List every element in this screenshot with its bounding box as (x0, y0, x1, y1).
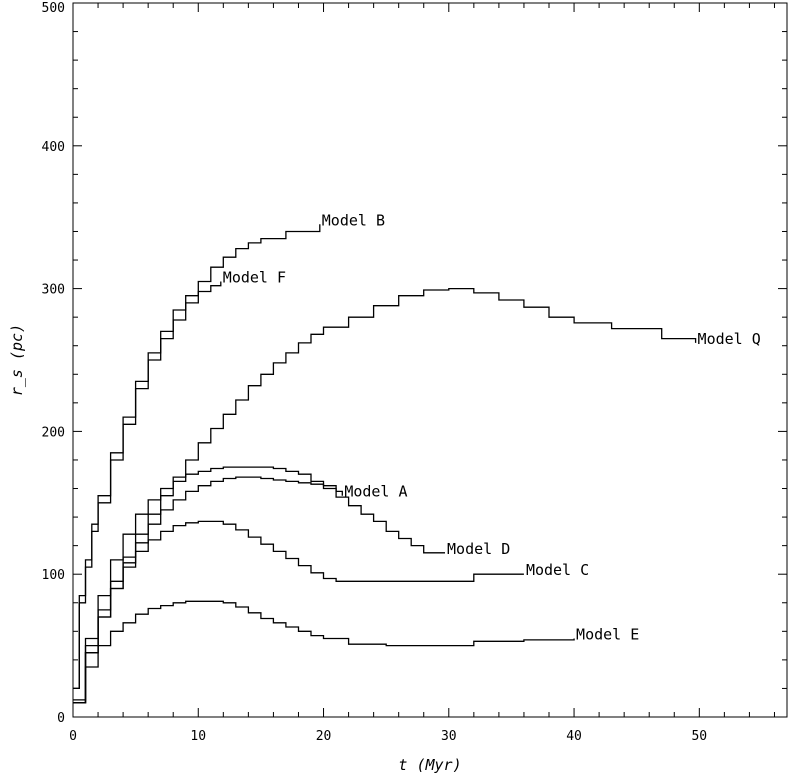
y-tick-label: 500 (42, 1, 65, 16)
series-line-model-e (73, 600, 575, 704)
axis-ticks (72, 2, 787, 718)
x-tick-label: 0 (69, 729, 77, 744)
series-lines (73, 224, 697, 704)
series-line-model-c (73, 520, 524, 704)
series-label-model-d: Model D (447, 540, 510, 558)
x-tick-label: 10 (190, 729, 206, 744)
y-tick-label: 400 (42, 140, 65, 155)
series-line-model-f (73, 281, 222, 690)
x-tick-label: 20 (316, 729, 332, 744)
series-labels: Model B Model F Model Q Model A Model D Model… (223, 211, 761, 643)
y-tick-label: 300 (42, 283, 65, 298)
series-label-model-b: Model B (322, 211, 385, 229)
y-tick-label: 200 (42, 425, 65, 440)
series-label-model-q: Model Q (698, 330, 761, 348)
series-label-model-a: Model A (344, 483, 407, 501)
y-tick-label: 0 (57, 711, 65, 726)
series-label-model-f: Model F (223, 268, 286, 286)
plot-frame (72, 2, 788, 718)
x-tick-label: 30 (441, 729, 457, 744)
series-label-model-e: Model E (576, 625, 639, 643)
x-axis-title: t (Myr) (398, 756, 461, 774)
series-line-model-a (73, 476, 343, 704)
y-tick-label: 100 (42, 568, 65, 583)
series-label-model-c: Model C (526, 561, 589, 579)
series-line-model-b (73, 224, 321, 690)
y-axis-title: r_s (pc) (8, 324, 26, 396)
x-tick-label: 40 (566, 729, 582, 744)
series-line-model-d (73, 466, 445, 701)
x-tick-label: 50 (691, 729, 707, 744)
